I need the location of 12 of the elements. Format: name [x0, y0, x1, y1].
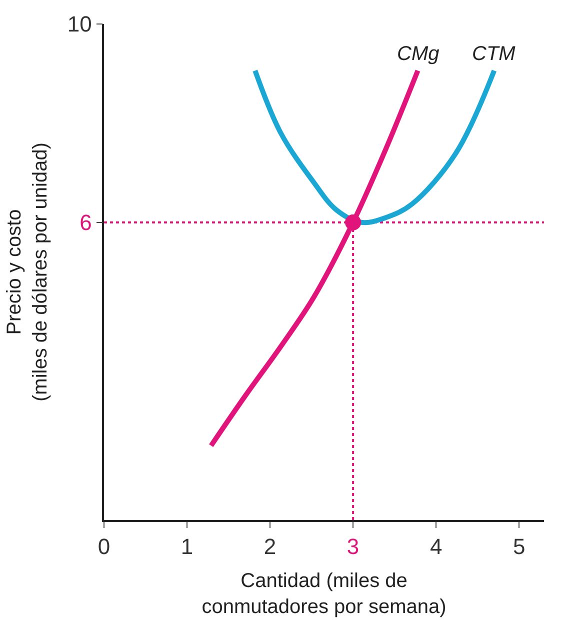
y-axis-title: Precio y costo (miles de dólares por unidad): [3, 142, 52, 402]
x-tick-label: 0: [98, 534, 110, 560]
y-tick-label: 10: [67, 12, 92, 37]
series-label: CMg: [397, 43, 440, 65]
x-tick-label: 5: [512, 534, 526, 560]
x-tick-label: 1: [180, 534, 194, 560]
x-tick-label: 3: [346, 534, 360, 560]
x-axis-title: Cantidad (miles de conmutadores por semana): [202, 570, 446, 618]
x-tick-label: 4: [430, 534, 442, 560]
x-tick-label: 2: [264, 534, 276, 560]
y-tick-label: 6: [80, 210, 92, 236]
series-label: CTM: [472, 43, 516, 65]
